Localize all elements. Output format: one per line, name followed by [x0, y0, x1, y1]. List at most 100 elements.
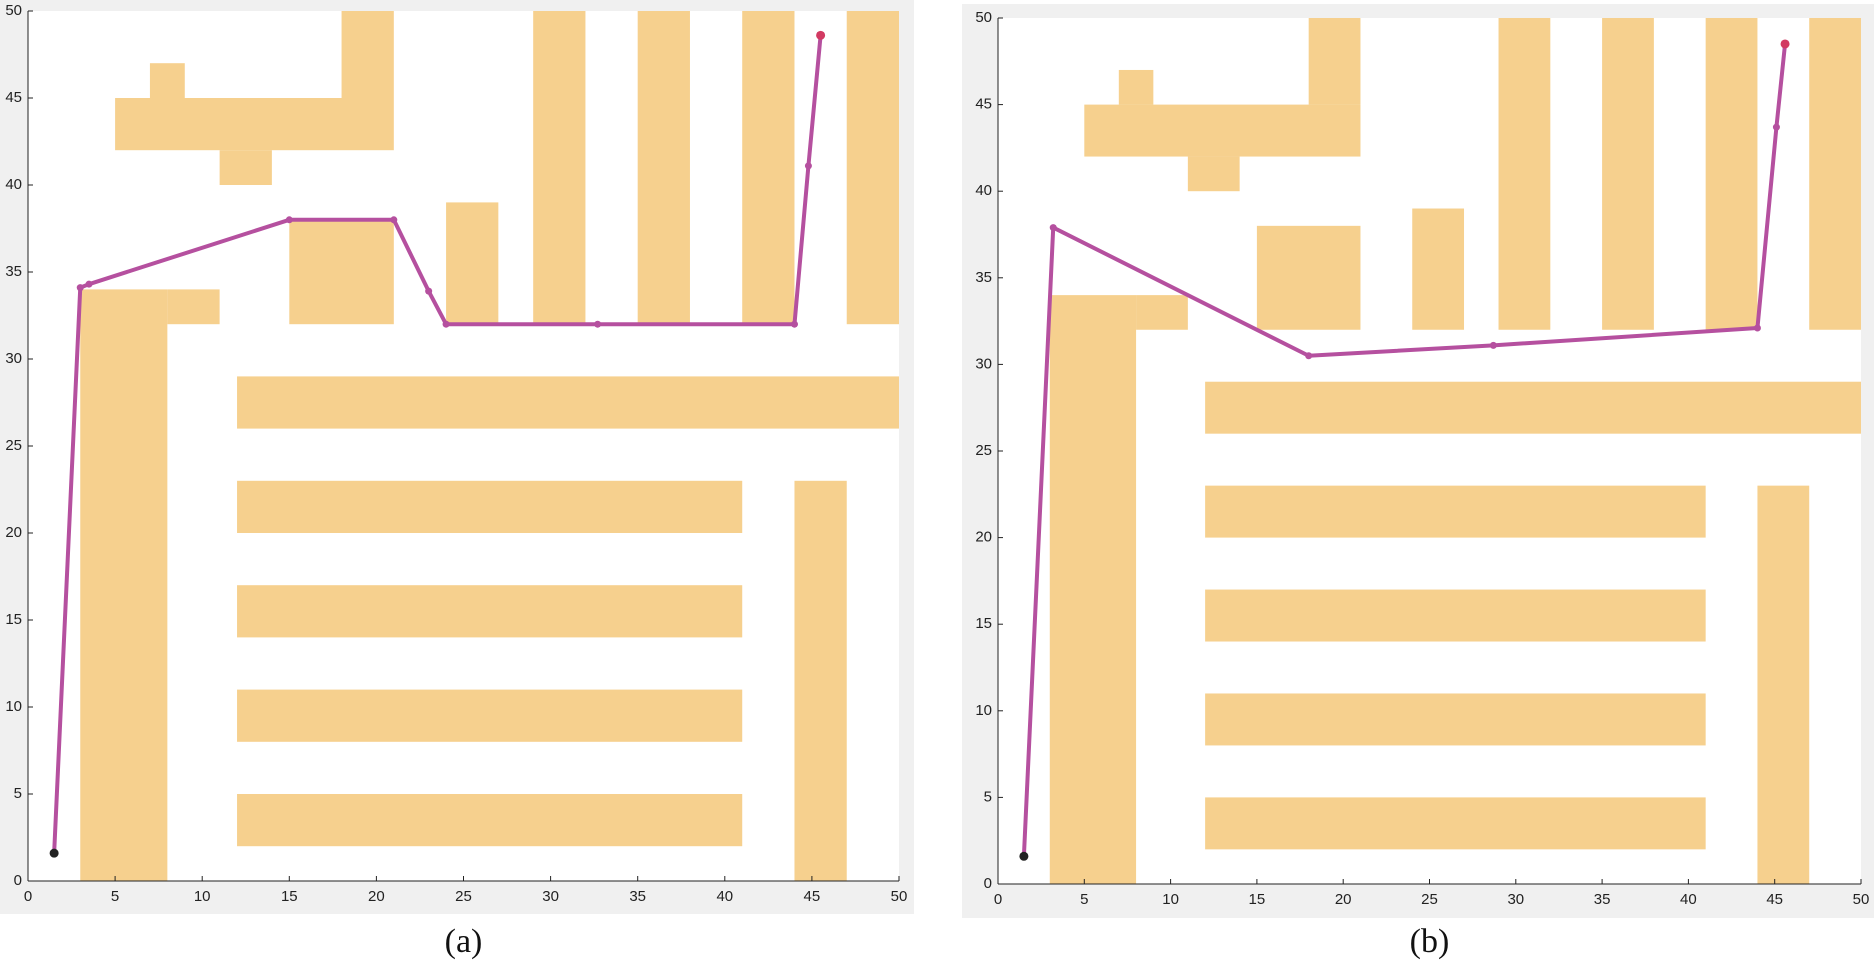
waypoint [594, 320, 602, 328]
y-tick-label: 0 [14, 872, 22, 889]
obstacle [1757, 485, 1810, 884]
y-tick-label: 20 [5, 524, 22, 541]
obstacle [289, 219, 394, 325]
x-tick-label: 35 [1594, 891, 1611, 908]
waypoint [285, 216, 293, 224]
waypoint [425, 287, 433, 295]
y-tick-label: 50 [975, 9, 992, 26]
panel: 0 5 10 15 20 25 30 35 40 45 50 0 5 10 15 20 25 30 35 40 45 50… [0, 0, 914, 960]
obstacle [219, 150, 272, 185]
start-point [49, 848, 59, 858]
obstacle [1205, 693, 1706, 746]
y-tick-label: 5 [14, 785, 22, 802]
obstacle [1308, 18, 1361, 105]
y-tick-label: 15 [5, 611, 22, 628]
x-tick-label: 40 [716, 888, 733, 905]
obstacle [637, 11, 690, 325]
x-tick-label: 50 [891, 888, 908, 905]
x-tick-label: 45 [1766, 891, 1783, 908]
x-tick-label: 35 [629, 888, 646, 905]
obstacle [1118, 69, 1154, 105]
obstacle [237, 689, 743, 742]
y-tick-label: 5 [984, 788, 992, 805]
x-tick-label: 15 [281, 888, 298, 905]
goal-point [1780, 39, 1790, 49]
waypoint [1489, 341, 1497, 349]
obstacle [341, 11, 394, 98]
obstacle [1412, 208, 1465, 330]
waypoint [1049, 224, 1057, 232]
obstacle [1205, 589, 1706, 642]
obstacle [1049, 295, 1137, 884]
y-tick-label: 10 [975, 702, 992, 719]
y-tick-label: 40 [975, 182, 992, 199]
obstacle [1205, 381, 1861, 434]
obstacle [1809, 18, 1861, 330]
waypoint [1753, 324, 1761, 332]
panel: 0 5 10 15 20 25 30 35 40 45 50 0 5 10 15 20 25 30 35 40 45 50… [962, 4, 1874, 960]
waypoint [1772, 123, 1780, 131]
obstacle [115, 98, 394, 151]
waypoint [1305, 352, 1313, 360]
waypoint [790, 320, 798, 328]
waypoint [442, 320, 450, 328]
y-tick-label: 0 [984, 875, 992, 892]
waypoint [804, 162, 812, 170]
x-tick-label: 20 [368, 888, 385, 905]
y-tick-label: 45 [975, 96, 992, 113]
y-tick-label: 40 [5, 176, 22, 193]
obstacle [237, 794, 743, 847]
obstacle [794, 480, 847, 881]
y-tick-label: 25 [975, 442, 992, 459]
x-tick-label: 5 [111, 888, 119, 905]
obstacle [1187, 156, 1240, 192]
goal-point [816, 30, 826, 40]
waypoint [76, 284, 84, 292]
obstacle [237, 585, 743, 638]
obstacle [149, 63, 185, 98]
y-tick-label: 35 [5, 263, 22, 280]
caption: (a) [445, 923, 483, 960]
waypoint [390, 216, 398, 224]
x-tick-label: 40 [1680, 891, 1697, 908]
x-tick-label: 10 [1162, 891, 1179, 908]
obstacle [1602, 18, 1654, 330]
y-tick-label: 45 [5, 89, 22, 106]
y-tick-label: 30 [975, 355, 992, 372]
x-tick-label: 30 [542, 888, 559, 905]
x-tick-label: 25 [1421, 891, 1438, 908]
obstacle [742, 11, 795, 325]
obstacle [167, 289, 220, 325]
x-tick-label: 10 [194, 888, 211, 905]
obstacle [1256, 225, 1361, 330]
x-tick-label: 30 [1507, 891, 1524, 908]
start-point [1019, 851, 1029, 861]
y-tick-label: 10 [5, 698, 22, 715]
x-tick-label: 50 [1853, 891, 1870, 908]
caption: (b) [1410, 923, 1450, 960]
obstacle [1136, 295, 1188, 330]
y-tick-label: 35 [975, 269, 992, 286]
obstacle [446, 202, 499, 325]
obstacle [237, 376, 900, 429]
x-tick-label: 25 [455, 888, 472, 905]
y-tick-label: 50 [5, 2, 22, 19]
x-tick-label: 20 [1335, 891, 1352, 908]
obstacle [846, 11, 899, 325]
obstacle [1705, 18, 1758, 330]
x-tick-label: 45 [804, 888, 821, 905]
y-tick-label: 30 [5, 350, 22, 367]
obstacle [533, 11, 586, 325]
obstacle [1084, 104, 1361, 157]
obstacle [1205, 797, 1706, 850]
x-tick-label: 0 [24, 888, 32, 905]
x-tick-label: 15 [1249, 891, 1266, 908]
y-tick-label: 25 [5, 437, 22, 454]
obstacle [80, 289, 168, 881]
y-tick-label: 15 [975, 615, 992, 632]
x-tick-label: 5 [1080, 891, 1088, 908]
obstacle [237, 480, 743, 533]
y-tick-label: 20 [975, 529, 992, 546]
